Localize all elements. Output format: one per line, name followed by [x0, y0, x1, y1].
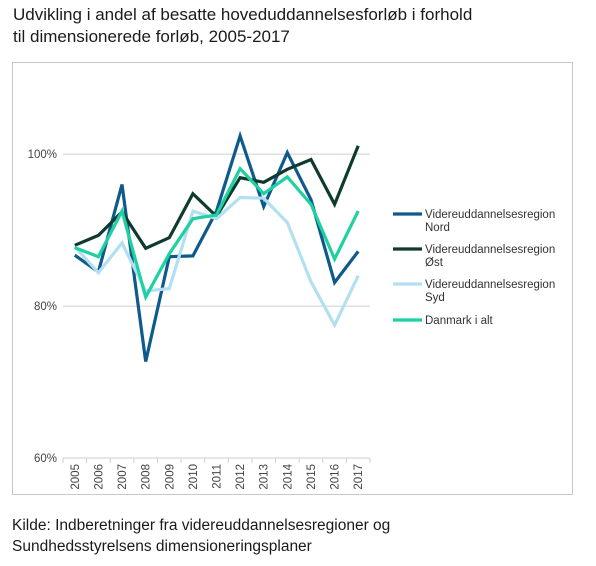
x-axis-labels: 2005 2006 2007 2008 2009 2010 2011 2012 2013 2014… — [70, 463, 365, 489]
series-lines — [73, 130, 360, 362]
legend-label: Nord — [425, 222, 450, 234]
x-tick-label: 2006 — [93, 464, 105, 490]
chart-title: Udvikling i andel af besatte hoveduddann… — [13, 4, 573, 48]
source-line-2: Sundhedsstyrelsens dimensioneringsplaner — [12, 538, 312, 555]
y-tick-label: 60% — [34, 453, 57, 465]
legend: VidereuddannelsesregionNordVidereuddanne… — [393, 209, 555, 327]
gridlines — [62, 153, 371, 463]
x-tick-label: 2014 — [282, 463, 294, 489]
x-tick-label: 2009 — [164, 464, 176, 490]
series-line-2 — [73, 195, 360, 329]
legend-label: Videreuddannelsesregion — [425, 279, 555, 291]
legend-label: Videreuddannelsesregion — [425, 244, 555, 256]
line-chart: 60%80%100% 2005 2006 2007 2008 2009 2010 2011 2… — [28, 130, 555, 490]
x-tick-label: 2015 — [306, 464, 318, 490]
x-tick-label: 2011 — [212, 464, 224, 489]
y-tick-label: 100% — [28, 149, 57, 161]
y-axis-labels: 60% 80% 100% — [28, 149, 57, 465]
chart-frame: 60% 80% 100% 2005 2006 2007 2008 2009 2010 2011 2… — [12, 62, 573, 495]
y-tick-label: 80% — [34, 301, 57, 313]
chart-title-line-2: til dimensionerede forløb, 2005-2017 — [13, 27, 290, 46]
x-tick-label: 2012 — [235, 464, 247, 490]
source-line-1: Kilde: Indberetninger fra videreuddannel… — [12, 517, 391, 534]
x-tick-label: 2016 — [330, 464, 342, 490]
x-tick-label: 2010 — [188, 464, 200, 490]
series-line-0 — [73, 130, 360, 362]
legend-label: Danmark i alt — [425, 315, 494, 327]
source-note: Kilde: Indberetninger fra videreuddannel… — [12, 515, 582, 557]
x-tick-label: 2005 — [70, 464, 82, 490]
x-tick-label: 2017 — [353, 464, 365, 490]
chart-title-line-1: Udvikling i andel af besatte hoveduddann… — [13, 5, 473, 24]
x-tick-label: 2007 — [117, 464, 129, 490]
legend-label: Videreuddannelsesregion — [425, 209, 555, 221]
legend-label: Syd — [425, 292, 445, 304]
x-tick-label: 2008 — [141, 464, 153, 490]
legend-label: Øst — [425, 257, 444, 269]
x-tick-label: 2013 — [259, 464, 271, 490]
series-line-3 — [74, 165, 360, 302]
